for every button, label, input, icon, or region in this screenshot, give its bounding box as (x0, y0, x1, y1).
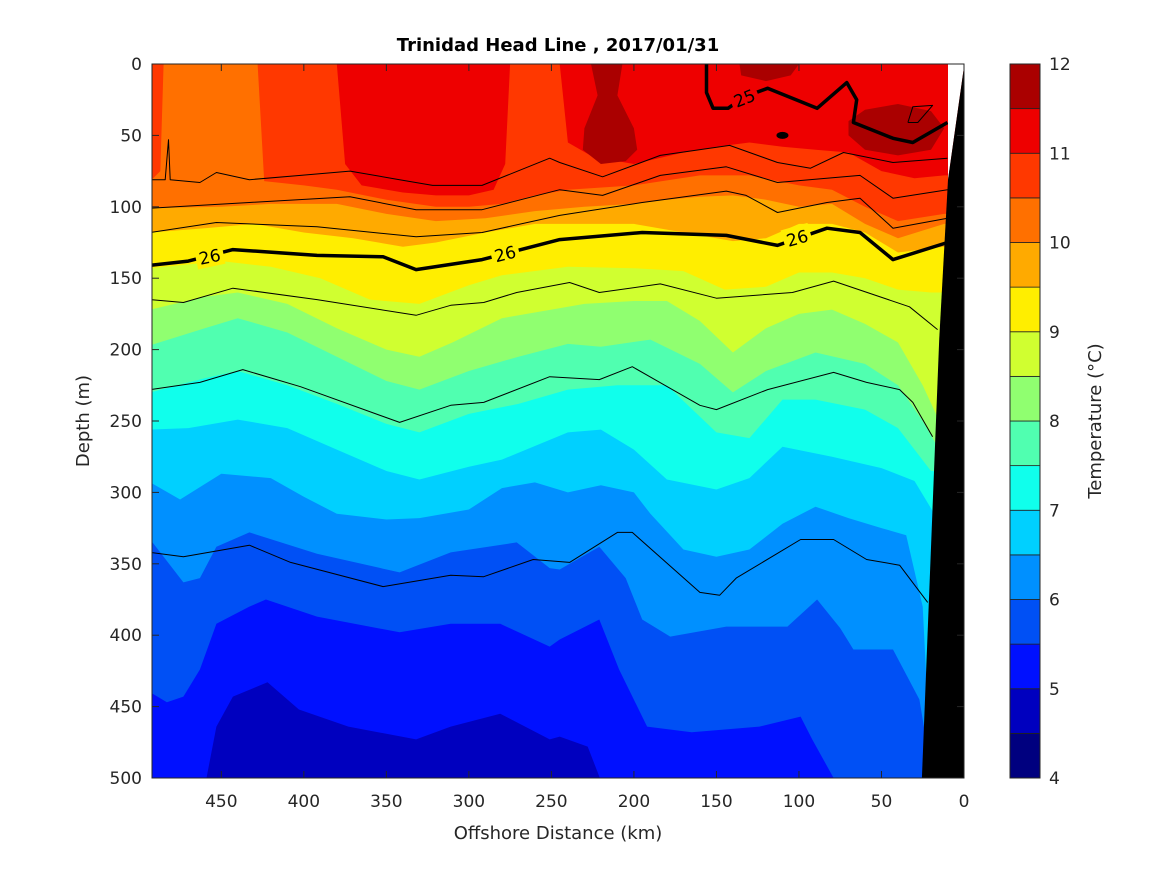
density-contour-line (152, 366, 934, 437)
colorbar-swatch (1009, 108, 1041, 154)
colorbar-swatch (1009, 331, 1041, 377)
colorbar-swatch (1009, 465, 1041, 511)
colorbar-tick-label: 6 (1049, 591, 1060, 611)
colorbar-tick-label: 9 (1049, 323, 1060, 343)
x-tick-label: 200 (618, 792, 650, 812)
x-tick-label: 450 (205, 792, 237, 812)
density-contour-line (152, 226, 949, 272)
contour-label-gap (488, 238, 522, 268)
density-contour-line (152, 190, 948, 238)
y-tick-label: 400 (110, 626, 142, 646)
colorbar-swatch (1009, 643, 1041, 690)
colorbar-swatch (1009, 509, 1041, 556)
y-axis-label: Depth (m) (73, 375, 94, 467)
filled-contours (152, 64, 964, 778)
colorbar-swatch (1009, 375, 1041, 422)
y-tick-label: 500 (110, 769, 142, 789)
no-data-region (948, 64, 964, 180)
y-tick-label: 0 (131, 55, 142, 75)
contour-label-gap (727, 81, 762, 113)
colorbar-swatch (1009, 732, 1041, 779)
colorbar-swatch (1009, 197, 1041, 243)
bathymetry-seafloor (921, 66, 964, 778)
colorbar-tick-label: 4 (1049, 769, 1060, 789)
density-contour-line (152, 531, 929, 603)
density-contour-line (152, 166, 948, 211)
warm-patch (848, 104, 945, 156)
density-contour-line (152, 280, 938, 330)
colorbar-swatch (1009, 420, 1041, 467)
warm-patch (739, 64, 799, 82)
x-tick-label: 350 (370, 792, 402, 812)
y-tick-label: 50 (120, 126, 142, 146)
chart-title: Trinidad Head Line , 2017/01/31 (397, 35, 719, 56)
colorbar-tick-label: 5 (1049, 680, 1060, 700)
x-tick-label: 100 (783, 792, 815, 812)
x-tick-label: 0 (959, 792, 970, 812)
contour-label-gap (193, 242, 226, 270)
colorbar-swatch (1009, 286, 1041, 333)
colorbar-swatch (1009, 599, 1041, 645)
contour-blob (776, 131, 789, 139)
x-tick-label: 250 (535, 792, 567, 812)
colorbar-swatch (1009, 554, 1041, 600)
colorbar-swatch (1009, 63, 1041, 110)
y-tick-label: 150 (110, 269, 142, 289)
colorbar-tick-label: 12 (1049, 55, 1071, 75)
warm-patches (582, 64, 945, 164)
x-tick-label: 300 (453, 792, 485, 812)
contour-label: 26 (197, 246, 222, 270)
y-tick-label: 250 (110, 412, 142, 432)
contour-label-gap (780, 222, 814, 252)
y-tick-label: 450 (110, 698, 142, 718)
y-tick-label: 200 (110, 341, 142, 361)
x-tick-label: 400 (288, 792, 320, 812)
colorbar-label: Temperature (°C) (1085, 343, 1106, 499)
colorbar-frame (1009, 63, 1041, 779)
x-tick-label: 50 (871, 792, 893, 812)
density-contour-line (907, 104, 934, 123)
colorbar-tick-label: 8 (1049, 412, 1060, 432)
x-axis-ticks: 450 400 350 300 250 200 150 100 50 0 (205, 64, 969, 812)
y-tick-label: 300 (110, 483, 142, 503)
y-axis-ticks: 0 50 100 150 200 250 300 350 400 450 500 (110, 55, 964, 789)
colorbar: 4 5 6 7 8 9 10 11 12 (1009, 55, 1071, 789)
density-contour-line (704, 64, 949, 145)
colorbar-swatch (1009, 242, 1041, 288)
y-tick-label: 350 (110, 555, 142, 575)
colorbar-swatch (1009, 152, 1041, 199)
colorbar-tick-label: 7 (1049, 501, 1060, 521)
warm-patch (582, 64, 638, 164)
x-tick-label: 150 (700, 792, 732, 812)
density-contour-lines (152, 64, 949, 603)
colorbar-tick-label: 11 (1049, 144, 1071, 164)
density-contour-line (152, 139, 948, 186)
colorbar-tick-label: 10 (1049, 234, 1071, 254)
colorbar-swatch (1009, 688, 1041, 734)
y-tick-label: 100 (110, 198, 142, 218)
fill-band-11 (152, 64, 964, 196)
x-axis-label: Offshore Distance (km) (454, 823, 663, 844)
